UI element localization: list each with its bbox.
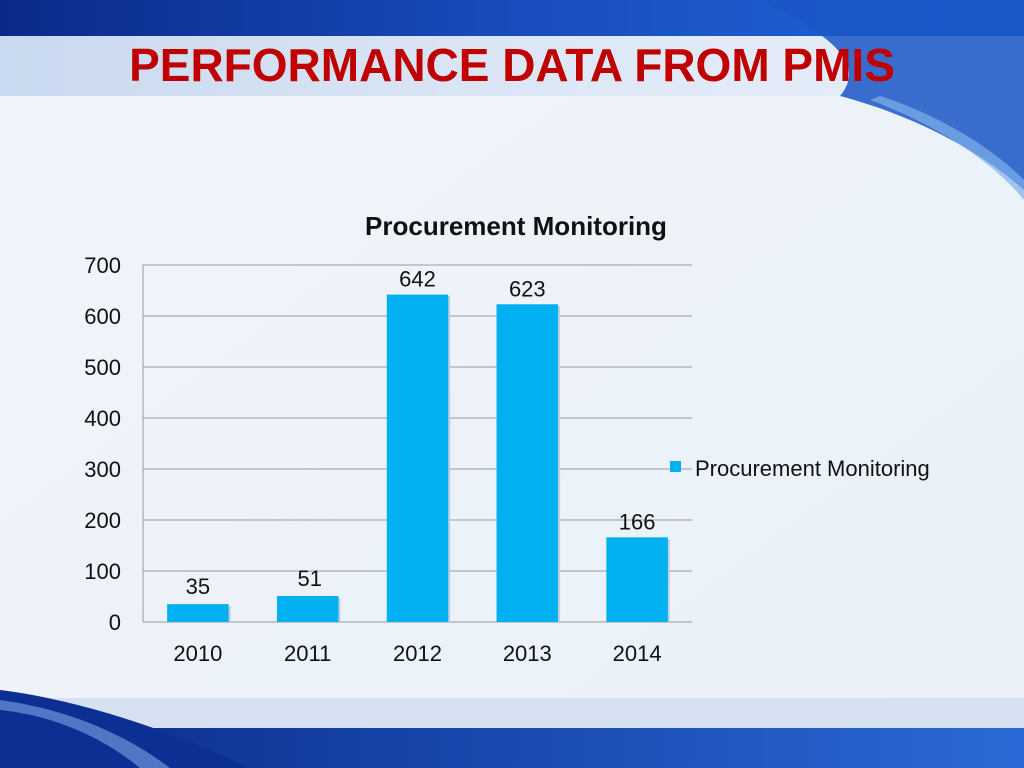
- y-tick-label: 300: [84, 457, 121, 482]
- y-tick-label: 0: [109, 610, 121, 635]
- slide-title: PERFORMANCE DATA FROM PMIS: [129, 39, 895, 91]
- y-tick-label: 100: [84, 559, 121, 584]
- bar-2012: [386, 294, 449, 622]
- legend: Procurement Monitoring: [670, 456, 930, 481]
- x-tick-label: 2014: [613, 641, 662, 666]
- data-label: 51: [297, 566, 321, 591]
- x-tick-label: 2013: [503, 641, 552, 666]
- y-tick-label: 400: [84, 406, 121, 431]
- x-tick-label: 2012: [393, 641, 442, 666]
- y-tick-label: 700: [84, 253, 121, 278]
- x-axis-ticks: 2010 2011 2012 2013 2014: [173, 641, 661, 666]
- legend-label: Procurement Monitoring: [695, 456, 930, 481]
- legend-swatch: [670, 461, 681, 472]
- bar-2010: [167, 604, 229, 622]
- data-label: 35: [186, 574, 210, 599]
- data-label: 642: [399, 267, 436, 292]
- bar-2011: [276, 595, 339, 622]
- y-tick-label: 600: [84, 304, 121, 329]
- x-tick-label: 2011: [284, 641, 331, 666]
- bar-2014: [606, 537, 668, 622]
- bars: [167, 294, 670, 622]
- y-axis-ticks: 0 100 200 300 400 500 600 700: [84, 253, 121, 635]
- x-tick-label: 2010: [173, 641, 222, 666]
- data-label: 623: [509, 276, 546, 301]
- data-label: 166: [619, 509, 656, 534]
- chart-title: Procurement Monitoring: [365, 211, 667, 241]
- y-tick-label: 200: [84, 508, 121, 533]
- bar-2013: [496, 304, 559, 622]
- y-tick-label: 500: [84, 355, 121, 380]
- data-labels: 35 51 642 623 166: [186, 267, 656, 600]
